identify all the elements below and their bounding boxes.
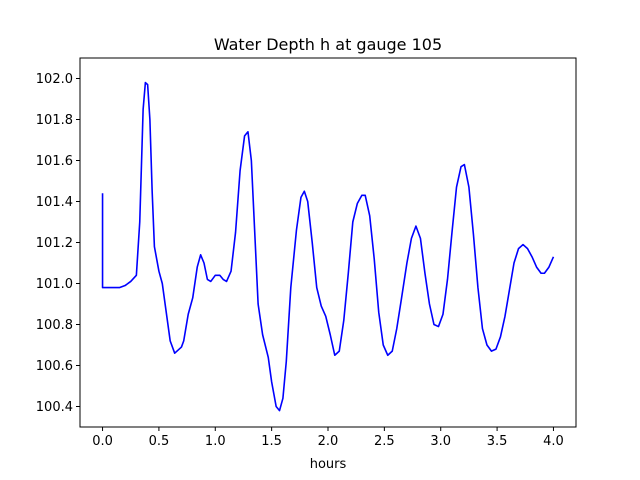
x-axis-label: hours bbox=[310, 457, 347, 472]
chart-title: Water Depth h at gauge 105 bbox=[214, 35, 442, 54]
x-tick-label: 4.0 bbox=[543, 434, 564, 449]
y-tick-label: 100.6 bbox=[36, 359, 73, 374]
y-tick-label: 101.0 bbox=[36, 277, 73, 292]
x-tick-label: 0.5 bbox=[149, 434, 170, 449]
y-tick-label: 101.2 bbox=[36, 236, 73, 251]
y-axis: 100.4 100.6 100.8 101.0 101.2 101.4 101.6 101.8… bbox=[36, 72, 80, 415]
series-line-0 bbox=[101, 81, 555, 412]
y-tick-label: 101.6 bbox=[36, 154, 73, 169]
x-tick-label: 0.0 bbox=[92, 434, 113, 449]
plot-frame bbox=[79, 57, 577, 428]
y-tick-label: 101.4 bbox=[36, 195, 73, 210]
x-tick-label: 2.5 bbox=[374, 434, 395, 449]
y-tick-label: 101.8 bbox=[36, 113, 73, 128]
y-tick-label: 100.4 bbox=[36, 400, 73, 415]
x-tick-label: 3.0 bbox=[430, 434, 451, 449]
plot-area bbox=[101, 81, 555, 412]
y-tick-label: 102.0 bbox=[36, 72, 73, 87]
y-tick-label: 100.8 bbox=[36, 318, 73, 333]
x-axis: 0.0 0.5 1.0 1.5 2.0 2.5 3.0 3.5 4.0 bbox=[92, 427, 564, 449]
x-tick-label: 3.5 bbox=[487, 434, 508, 449]
x-tick-label: 2.0 bbox=[318, 434, 339, 449]
x-tick-label: 1.5 bbox=[261, 434, 282, 449]
x-tick-label: 1.0 bbox=[205, 434, 226, 449]
